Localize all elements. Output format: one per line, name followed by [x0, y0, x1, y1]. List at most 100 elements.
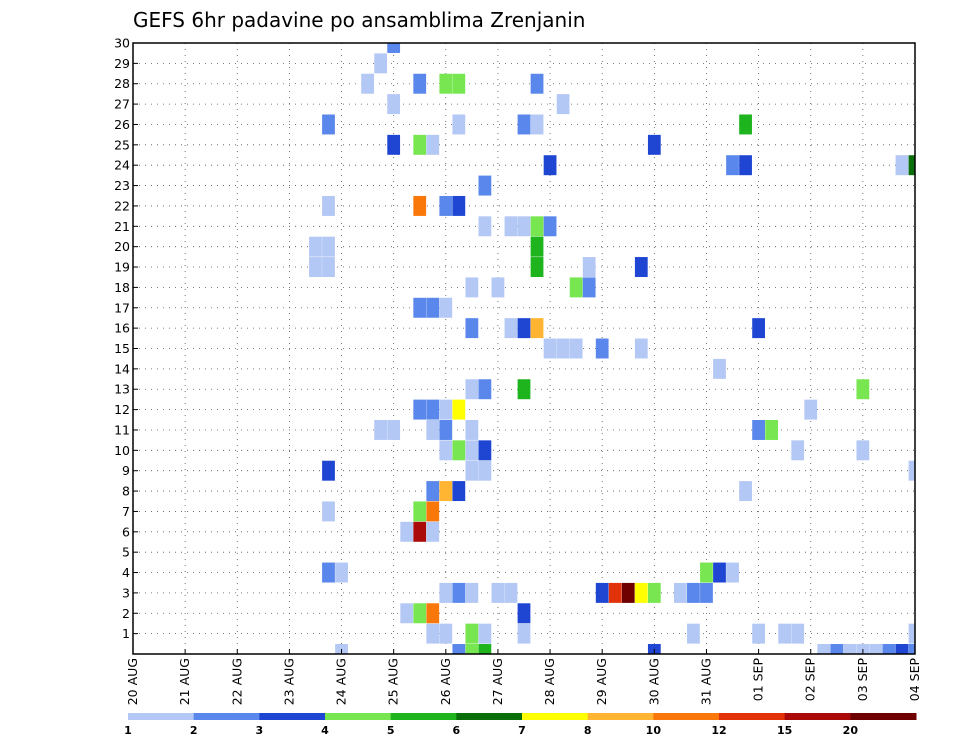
legend-level-label: 15 [777, 724, 792, 737]
heatmap-cell [869, 644, 883, 654]
heatmap-cell [791, 623, 805, 644]
heatmap-cell [530, 257, 544, 278]
heatmap-cell [400, 603, 414, 624]
y-tick-label: 4 [122, 565, 130, 580]
x-tick-label: 31 AUG [698, 658, 713, 705]
heatmap-cell [413, 134, 427, 155]
heatmap-cell [595, 582, 609, 603]
heatmap-cell [478, 644, 492, 654]
heatmap-cell [413, 297, 427, 318]
legend-swatch [259, 713, 326, 720]
y-tick-label: 22 [114, 198, 130, 213]
x-tick-label: 03 SEP [855, 658, 870, 702]
heatmap-cell [426, 481, 440, 502]
legend-swatch [456, 713, 523, 720]
heatmap-cell [634, 257, 648, 278]
heatmap-cell [478, 440, 492, 461]
heatmap-cell [530, 114, 544, 135]
y-tick-label: 11 [114, 422, 130, 437]
heatmap-cell [608, 582, 622, 603]
y-tick-label: 14 [114, 361, 130, 376]
heatmap-cell [908, 644, 915, 654]
y-tick-label: 1 [122, 626, 130, 641]
heatmap-cell [439, 623, 453, 644]
heatmap-cell [895, 644, 909, 654]
x-tick-label: 22 AUG [229, 658, 244, 705]
heatmap-cell [439, 195, 453, 216]
heatmap-cell [726, 562, 739, 583]
heatmap-cell [309, 257, 322, 278]
heatmap-cells [309, 43, 915, 654]
heatmap-cell [426, 501, 440, 522]
y-tick-label: 7 [122, 504, 130, 519]
heatmap-cell [335, 562, 348, 583]
heatmap-cell [361, 73, 374, 94]
y-tick-label: 30 [114, 36, 130, 51]
y-tick-label: 6 [122, 524, 130, 539]
legend-level-label: 6 [453, 724, 461, 737]
x-tick-label: 24 AUG [334, 658, 349, 705]
heatmap-cell [426, 297, 440, 318]
heatmap-cell [856, 440, 870, 461]
heatmap-cell [322, 114, 335, 135]
legend-swatch [390, 713, 457, 720]
heatmap-cell [713, 562, 726, 583]
heatmap-cell [856, 379, 870, 400]
heatmap-cell [387, 419, 401, 440]
heatmap-cell [452, 195, 466, 216]
heatmap-cell [478, 175, 492, 196]
heatmap-cell [621, 582, 635, 603]
chart-title: GEFS 6hr padavine po ansamblima Zrenjani… [133, 8, 585, 32]
heatmap-cell [452, 644, 466, 654]
heatmap-cell [634, 338, 648, 359]
x-tick-label: 04 SEP [907, 658, 922, 702]
legend-level-label: 10 [646, 724, 662, 737]
heatmap-cell [439, 440, 453, 461]
heatmap-cell [413, 399, 427, 420]
heatmap-cell [543, 338, 557, 359]
y-tick-label: 3 [122, 585, 130, 600]
heatmap-cell [478, 460, 492, 481]
y-axis-ticks: 1234567891011121314151617181920212223242… [114, 36, 138, 641]
heatmap-cell [739, 114, 752, 135]
heatmap-cell [413, 521, 427, 542]
heatmap-cell [517, 623, 531, 644]
y-tick-label: 20 [114, 239, 130, 254]
heatmap-cell [647, 582, 661, 603]
heatmap-cell [465, 644, 479, 654]
heatmap-cell [322, 562, 335, 583]
heatmap-cell [804, 399, 818, 420]
x-tick-label: 27 AUG [490, 658, 505, 705]
x-tick-label: 28 AUG [542, 658, 557, 705]
legend-swatch [587, 713, 654, 720]
y-tick-label: 8 [122, 484, 130, 499]
heatmap-cell [413, 603, 427, 624]
heatmap-cell [530, 216, 544, 237]
heatmap-cell [387, 94, 401, 115]
heatmap-cell [830, 644, 844, 654]
heatmap-cell [517, 603, 531, 624]
legend-level-label: 5 [387, 724, 395, 737]
y-tick-label: 24 [114, 158, 130, 173]
color-legend: 1 2 3 4 5 6 7 8 10 12 15 20 [124, 713, 917, 737]
heatmap-cell [439, 399, 453, 420]
heatmap-cell [452, 582, 466, 603]
heatmap-cell [426, 134, 440, 155]
heatmap-cell [582, 257, 596, 278]
heatmap-cell [465, 460, 479, 481]
heatmap-cell [517, 114, 531, 135]
heatmap-cell [634, 582, 648, 603]
heatmap-cell [387, 43, 401, 53]
x-tick-label: 25 AUG [386, 658, 401, 705]
heatmap-cell [322, 195, 335, 216]
heatmap-cell [843, 644, 857, 654]
y-tick-label: 23 [114, 178, 130, 193]
legend-swatch [522, 713, 589, 720]
heatmap-cell [413, 195, 427, 216]
heatmap-cell [700, 562, 713, 583]
y-tick-label: 2 [122, 606, 130, 621]
y-tick-label: 18 [114, 280, 130, 295]
heatmap-cell [687, 623, 700, 644]
heatmap-cell [556, 94, 570, 115]
heatmap-cell [504, 582, 518, 603]
